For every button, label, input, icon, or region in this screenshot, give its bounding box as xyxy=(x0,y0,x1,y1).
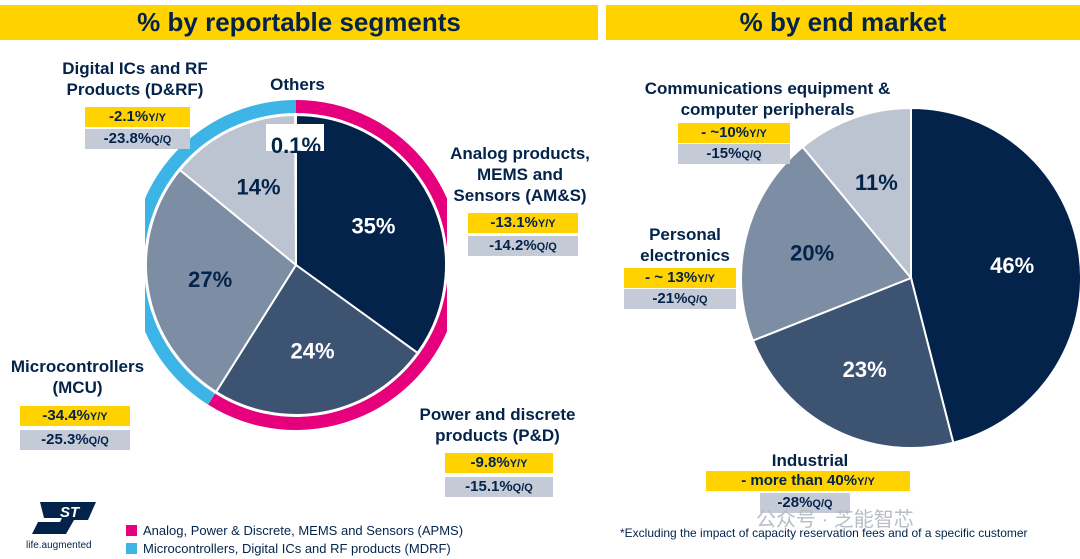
industrial-yy-tag: - more than 40%Y/Y xyxy=(706,471,910,491)
legend-apms-swatch xyxy=(126,525,137,536)
legend-apms: Analog, Power & Discrete, MEMS and Senso… xyxy=(126,523,463,538)
ams-yy-tag: -13.1%Y/Y xyxy=(468,213,578,233)
end-market-slice-1 xyxy=(751,276,955,449)
st-logo-text: ST xyxy=(60,504,81,521)
segments-slice-3 xyxy=(178,113,298,268)
segments-label-4: 0.1% xyxy=(271,133,321,158)
comm-label: Communications equipment & computer perip… xyxy=(644,79,891,119)
footnote: *Excluding the impact of capacity reserv… xyxy=(620,526,1028,540)
pd-label: Power and discrete products (P&D) xyxy=(419,405,576,445)
segments-label-0: 35% xyxy=(351,213,395,238)
end-market-pie-chart: 46% 23% 20% 11% xyxy=(740,106,1080,449)
pd-yy-tag: -9.8%Y/Y xyxy=(445,453,553,473)
industrial-label: Industrial xyxy=(771,451,849,470)
others-label: Others xyxy=(270,75,325,94)
watermark: 公众号 · 芝能智芯 xyxy=(756,509,914,531)
st-logo: ST xyxy=(30,500,98,536)
comm-qq-tag: -15%Q/Q xyxy=(678,144,790,164)
st-logo-icon: ST xyxy=(32,502,96,534)
pe-label: Personal electronics xyxy=(640,225,730,265)
pe-yy-tag: - ~ 13%Y/Y xyxy=(624,268,736,288)
legend-mdrf-swatch xyxy=(126,543,137,554)
drf-qq-tag: -23.8%Q/Q xyxy=(85,129,190,149)
end-market-label-1: 23% xyxy=(843,357,887,382)
industrial-qq-tag: -28%Q/Q xyxy=(760,493,850,513)
mcu-qq-tag: -25.3%Q/Q xyxy=(20,430,130,450)
end-market-header: % by end market xyxy=(606,5,1080,40)
ams-qq-tag: -14.2%Q/Q xyxy=(468,236,578,256)
pd-qq-tag: -15.1%Q/Q xyxy=(445,477,553,497)
drf-yy-tag: -2.1%Y/Y xyxy=(85,107,190,127)
legend-mdrf-label: Microcontrollers, Digital ICs and RF pro… xyxy=(143,541,451,556)
comm-yy-tag: - ~10%Y/Y xyxy=(678,123,790,143)
end-market-label-2: 20% xyxy=(790,241,834,266)
segments-others-box xyxy=(266,124,324,151)
pe-qq-tag: -21%Q/Q xyxy=(624,289,736,309)
legend-apms-label: Analog, Power & Discrete, MEMS and Senso… xyxy=(143,523,464,538)
end-market-label-0: 46% xyxy=(990,253,1034,278)
legend-mdrf: Microcontrollers, Digital ICs and RF pro… xyxy=(126,541,451,556)
end-market-slice-3 xyxy=(801,106,912,281)
segments-slice-0 xyxy=(295,113,447,355)
segments-slice-2 xyxy=(145,168,298,394)
drf-label: Digital ICs and RF Products (D&RF) xyxy=(62,59,208,99)
segments-label-3: 14% xyxy=(236,174,280,199)
reportable-segments-header: % by reportable segments xyxy=(0,5,598,40)
segments-slice-1 xyxy=(214,263,419,416)
end-market-label-3: 11% xyxy=(855,170,898,195)
segments-pie-chart: 35% 24% 27% 14% 0.1% xyxy=(145,100,447,430)
segments-label-2: 27% xyxy=(188,267,232,292)
mcu-yy-tag: -34.4%Y/Y xyxy=(20,406,130,426)
ams-label: Analog products, MEMS and Sensors (AM&S) xyxy=(450,144,590,205)
segments-label-1: 24% xyxy=(291,338,335,363)
mcu-label: Microcontrollers (MCU) xyxy=(10,357,145,397)
tagline: life.augmented xyxy=(26,540,92,551)
